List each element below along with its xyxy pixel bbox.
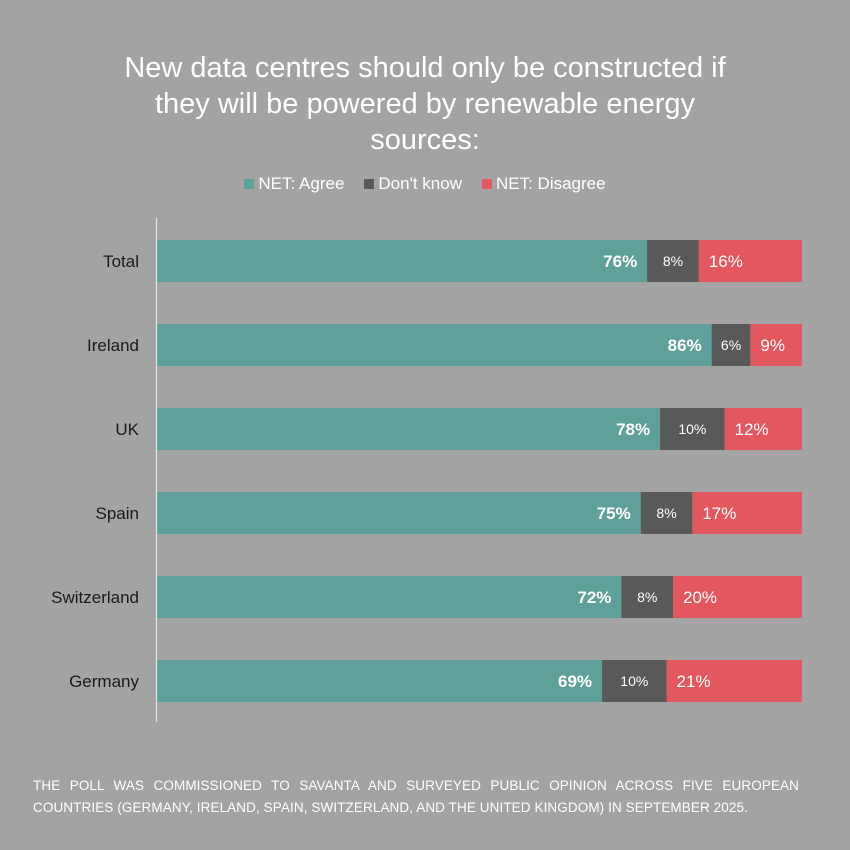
legend-item-agree: NET: Agree — [244, 172, 344, 196]
data-label-agree-spain: 75% — [597, 504, 631, 523]
bar-agree-germany — [157, 660, 603, 702]
bar-dont-know-ireland — [711, 324, 751, 366]
data-label-agree-ireland: 86% — [668, 336, 702, 355]
data-label-disagree-spain: 17% — [702, 504, 736, 523]
category-labels: Total Ireland UK Spain Switzerland Germany — [51, 252, 140, 691]
bar-dont-know-spain — [640, 492, 693, 534]
chart-title: New data centres should only be construc… — [60, 50, 790, 158]
bar-agree-spain — [157, 492, 641, 534]
legend-swatch-agree — [244, 179, 255, 189]
bar-disagree-germany — [666, 660, 802, 702]
category-label-germany: Germany — [69, 672, 139, 691]
title-line-2: they will be powered by renewable energy — [154, 88, 696, 120]
legend: NET: Agree Don't know NET: Disagree — [0, 172, 850, 196]
category-label-switzerland: Switzerland — [51, 588, 139, 607]
bar-disagree-spain — [692, 492, 802, 534]
data-label-agree-switzerland: 72% — [577, 588, 611, 607]
bar-disagree-uk — [724, 408, 802, 450]
bar-dont-know-switzerland — [621, 576, 673, 618]
bar-agree-uk — [157, 408, 661, 450]
bars-group: 76% 8% 16% 86% 6% 9% 78% 10% 12% 75% 8% 17% 72% 8% 20%… — [157, 240, 802, 702]
legend-label-dont-know: Don't know — [378, 174, 462, 193]
data-label-disagree-ireland: 9% — [760, 336, 785, 355]
bar-disagree-ireland — [750, 324, 802, 366]
data-label-agree-germany: 69% — [558, 672, 592, 691]
bar-agree-total — [157, 240, 648, 282]
title-line-1: New data centres should only be construc… — [124, 52, 726, 84]
category-label-total: Total — [103, 252, 139, 271]
legend-label-agree: NET: Agree — [258, 174, 345, 193]
data-label-agree-uk: 78% — [616, 420, 650, 439]
bar-dont-know-germany — [602, 660, 667, 702]
data-label-dont-know-germany: 10% — [620, 673, 648, 689]
category-label-ireland: Ireland — [87, 336, 139, 355]
bar-disagree-total — [698, 240, 802, 282]
legend-swatch-dont-know — [364, 179, 375, 189]
data-label-agree-total: 76% — [603, 252, 637, 271]
legend-item-disagree: NET: Disagree — [481, 172, 606, 196]
bar-disagree-switzerland — [673, 576, 802, 618]
data-label-disagree-total: 16% — [709, 252, 743, 271]
data-label-dont-know-spain: 8% — [656, 505, 676, 521]
data-label-dont-know-uk: 10% — [678, 421, 706, 437]
title-line-3: sources: — [370, 124, 480, 156]
bar-agree-switzerland — [157, 576, 622, 618]
data-label-dont-know-ireland: 6% — [721, 337, 741, 353]
legend-label-disagree: NET: Disagree — [495, 174, 606, 193]
legend-item-dont-know: Don't know — [364, 172, 462, 196]
footnote: The poll was commissioned to Savanta and… — [33, 778, 799, 815]
category-label-spain: Spain — [96, 504, 139, 523]
bar-dont-know-total — [647, 240, 699, 282]
legend-swatch-disagree — [481, 179, 492, 189]
data-label-dont-know-total: 8% — [663, 253, 683, 269]
bar-dont-know-uk — [660, 408, 725, 450]
bar-agree-ireland — [157, 324, 712, 366]
data-label-disagree-switzerland: 20% — [683, 588, 717, 607]
data-label-disagree-germany: 21% — [677, 672, 711, 691]
category-label-uk: UK — [115, 420, 139, 439]
data-label-disagree-uk: 12% — [735, 420, 769, 439]
data-label-dont-know-switzerland: 8% — [637, 589, 657, 605]
